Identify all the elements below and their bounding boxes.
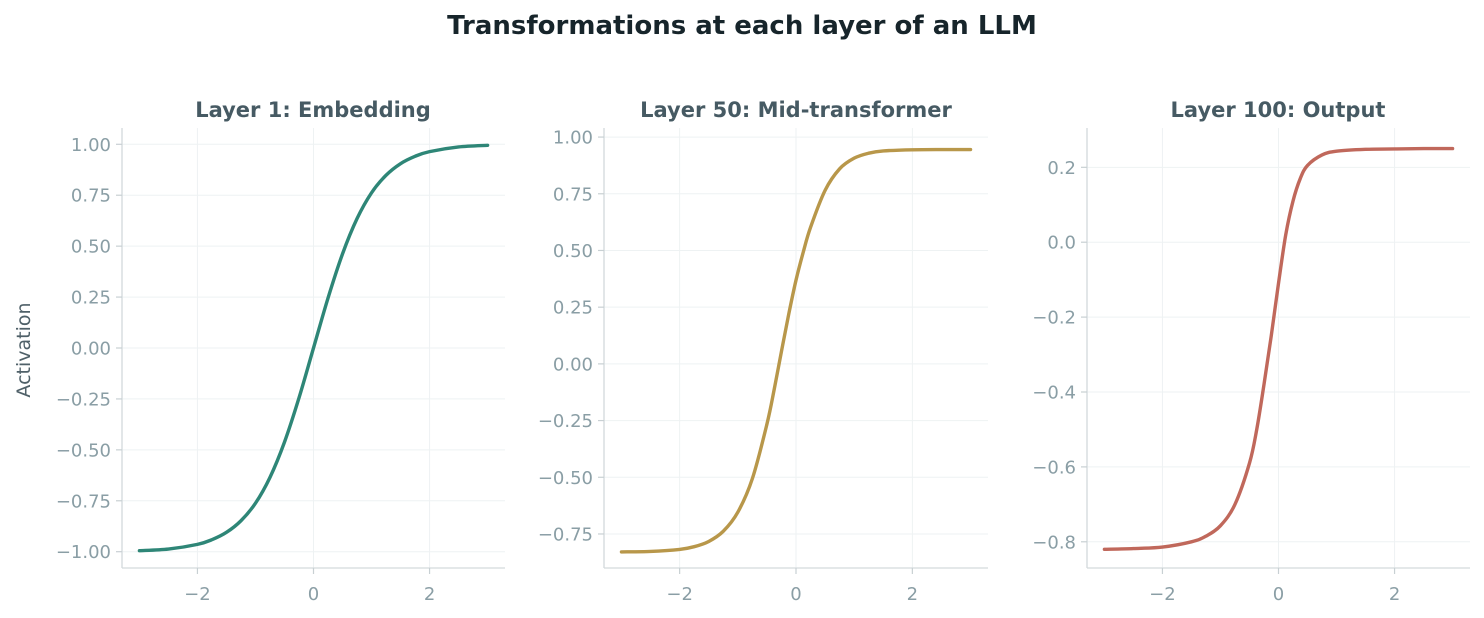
panel-layer-1: −1.00 −0.75 −0.50 −0.25 0.00 0.25 0.50 0.75 1.00… [13, 98, 505, 605]
panel-layer-1-y-tick-label: −1.00 [56, 542, 111, 563]
panel-layer-50-x-tick-label: −2 [666, 584, 693, 605]
panel-layer-50-series-line [619, 147, 973, 554]
panel-layer-50-y-tick-label: 0.75 [553, 184, 593, 205]
panel-layer-1-x-tick-label: 2 [424, 584, 435, 605]
panel-layer-100: −0.8 −0.6 −0.4 −0.2 0.0 0.2 −2 0 2 Layer 100: Ou… [1032, 98, 1470, 605]
panel-layer-100-y-tick-label: −0.8 [1032, 532, 1076, 553]
panel-layer-50-grid [604, 128, 988, 568]
panel-layer-1-x-tick-label: −2 [184, 584, 211, 605]
panel-layer-1-title: Layer 1: Embedding [195, 98, 431, 122]
panel-layer-1-y-tick-label: 0.50 [71, 237, 111, 258]
panel-layer-1-y-tick-label: 0.25 [71, 288, 111, 309]
panel-layer-1-ticks: −1.00 −0.75 −0.50 −0.25 0.00 0.25 0.50 0.75 1.00… [56, 135, 435, 605]
panel-layer-100-x-tick-label: 2 [1389, 584, 1400, 605]
panel-layer-100-y-tick-label: −0.4 [1032, 383, 1076, 404]
panel-layer-100-ticks: −0.8 −0.6 −0.4 −0.2 0.0 0.2 −2 0 2 [1032, 158, 1400, 605]
panel-layer-50-y-tick-label: −0.25 [538, 411, 593, 432]
panel-layer-100-y-tick-label: −0.2 [1032, 308, 1076, 329]
panel-layer-100-grid [1087, 128, 1470, 568]
panel-layer-50-y-tick-label: 1.00 [553, 128, 593, 149]
panel-layer-100-title: Layer 100: Output [1171, 98, 1386, 122]
panel-layer-1-y-tick-label: 1.00 [71, 135, 111, 156]
panel-layer-50-y-tick-label: 0.25 [553, 298, 593, 319]
panel-layer-1-y-tick-label: 0.00 [71, 339, 111, 360]
panel-layer-50-y-tick-label: −0.50 [538, 468, 593, 489]
panel-layer-100-y-tick-label: 0.0 [1047, 233, 1076, 254]
panel-layer-50-title: Layer 50: Mid-transformer [640, 98, 952, 122]
panel-layer-1-y-tick-label: −0.25 [56, 389, 111, 410]
panel-layer-100-x-tick-label: 0 [1273, 584, 1284, 605]
figure-title: Transformations at each layer of an LLM [447, 11, 1037, 41]
panel-layer-1-y-tick-label: −0.50 [56, 440, 111, 461]
panel-layer-100-series-line [1102, 146, 1455, 551]
panel-layer-1-y-tick-label: 0.75 [71, 186, 111, 207]
panel-layer-1-x-tick-label: 0 [308, 584, 319, 605]
panel-layer-100-y-tick-label: −0.6 [1032, 457, 1076, 478]
panel-layer-50-x-tick-label: 2 [907, 584, 918, 605]
panel-layer-100-y-tick-label: 0.2 [1047, 158, 1076, 179]
panel-layer-100-x-tick-label: −2 [1149, 584, 1176, 605]
panel-layer-50-y-tick-label: 0.00 [553, 354, 593, 375]
panel-layer-50-x-tick-label: 0 [790, 584, 801, 605]
panel-layer-50-y-tick-label: 0.50 [553, 241, 593, 262]
panel-layer-1-y-axis-label: Activation [13, 302, 35, 397]
panel-layer-1-y-tick-label: −0.75 [56, 491, 111, 512]
panel-layer-50: −0.75−0.50−0.250.000.250.500.751.00−2 0 2 … [538, 98, 988, 605]
panel-layer-50-y-tick-label: −0.75 [538, 524, 593, 545]
panel-layer-50-ticks: −0.75 −0.50 −0.25 0.00 0.25 0.50 0.75 1.00 −2 0 2 [538, 128, 918, 605]
panel-layer-1-series-line [137, 143, 490, 553]
